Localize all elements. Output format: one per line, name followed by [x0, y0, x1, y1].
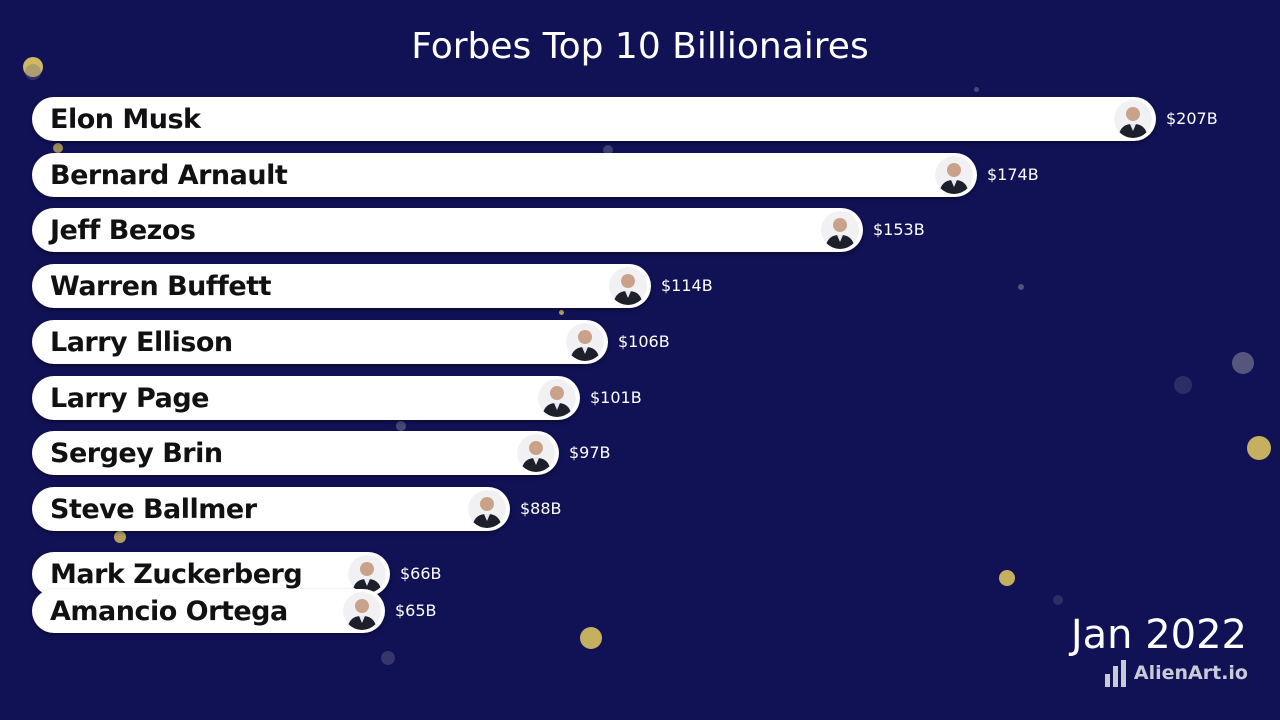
person-photo-icon	[1114, 100, 1152, 138]
person-photo-icon	[343, 592, 381, 630]
value-label: $114B	[661, 276, 713, 295]
background-dot	[25, 64, 41, 80]
person-photo-icon	[566, 323, 604, 361]
bar: Larry Page	[32, 376, 580, 420]
person-photo-icon	[609, 267, 647, 305]
value-label: $97B	[569, 443, 611, 462]
bar-label: Larry Page	[50, 383, 209, 414]
bar-label: Bernard Arnault	[50, 160, 288, 191]
person-photo-icon	[468, 490, 506, 528]
bar: Bernard Arnault	[32, 153, 977, 197]
background-dot	[53, 143, 63, 153]
bar: Elon Musk	[32, 97, 1156, 141]
bar: Amancio Ortega	[32, 589, 385, 633]
background-dot	[381, 651, 395, 665]
person-photo-icon	[538, 379, 576, 417]
value-label: $153B	[873, 220, 925, 239]
chart-title: Forbes Top 10 Billionaires	[411, 26, 869, 67]
background-dot	[1053, 595, 1063, 605]
value-label: $207B	[1166, 109, 1218, 128]
bar-label: Mark Zuckerberg	[50, 559, 303, 590]
background-dot	[114, 531, 126, 543]
person-photo-icon	[348, 555, 386, 593]
brand-name: AlienArt.io	[1133, 662, 1248, 684]
background-dot	[1232, 352, 1254, 374]
bar: Mark Zuckerberg	[32, 552, 390, 596]
bar-label: Sergey Brin	[50, 438, 223, 469]
person-photo-icon	[935, 156, 973, 194]
value-label: $65B	[395, 601, 437, 620]
background-dot	[999, 570, 1015, 586]
person-photo-icon	[517, 434, 555, 472]
bar-label: Jeff Bezos	[50, 215, 196, 246]
background-dot	[23, 57, 43, 77]
bar-label: Larry Ellison	[50, 327, 233, 358]
brand-logo: AlienArt.io	[1104, 658, 1248, 688]
value-label: $88B	[520, 499, 562, 518]
background-dot	[580, 627, 602, 649]
background-dot	[1174, 376, 1192, 394]
value-label: $106B	[618, 332, 670, 351]
bar: Warren Buffett	[32, 264, 651, 308]
bar: Jeff Bezos	[32, 208, 863, 252]
person-photo-icon	[821, 211, 859, 249]
background-dot	[396, 421, 406, 431]
bar-label: Steve Ballmer	[50, 494, 257, 525]
value-label: $101B	[590, 388, 642, 407]
bar-label: Warren Buffett	[50, 271, 272, 302]
bar: Larry Ellison	[32, 320, 608, 364]
bar-label: Elon Musk	[50, 104, 201, 135]
background-dot	[603, 145, 613, 155]
background-dot	[1247, 436, 1271, 460]
bar: Steve Ballmer	[32, 487, 510, 531]
bar-chart-logo-icon	[1104, 660, 1126, 687]
background-dot	[558, 309, 564, 315]
value-label: $174B	[987, 165, 1039, 184]
bar: Sergey Brin	[32, 431, 559, 475]
background-dot	[973, 86, 979, 92]
period-label: Jan 2022	[1070, 612, 1247, 658]
background-dot	[1018, 284, 1024, 290]
value-label: $66B	[400, 564, 442, 583]
bar-label: Amancio Ortega	[50, 596, 288, 627]
